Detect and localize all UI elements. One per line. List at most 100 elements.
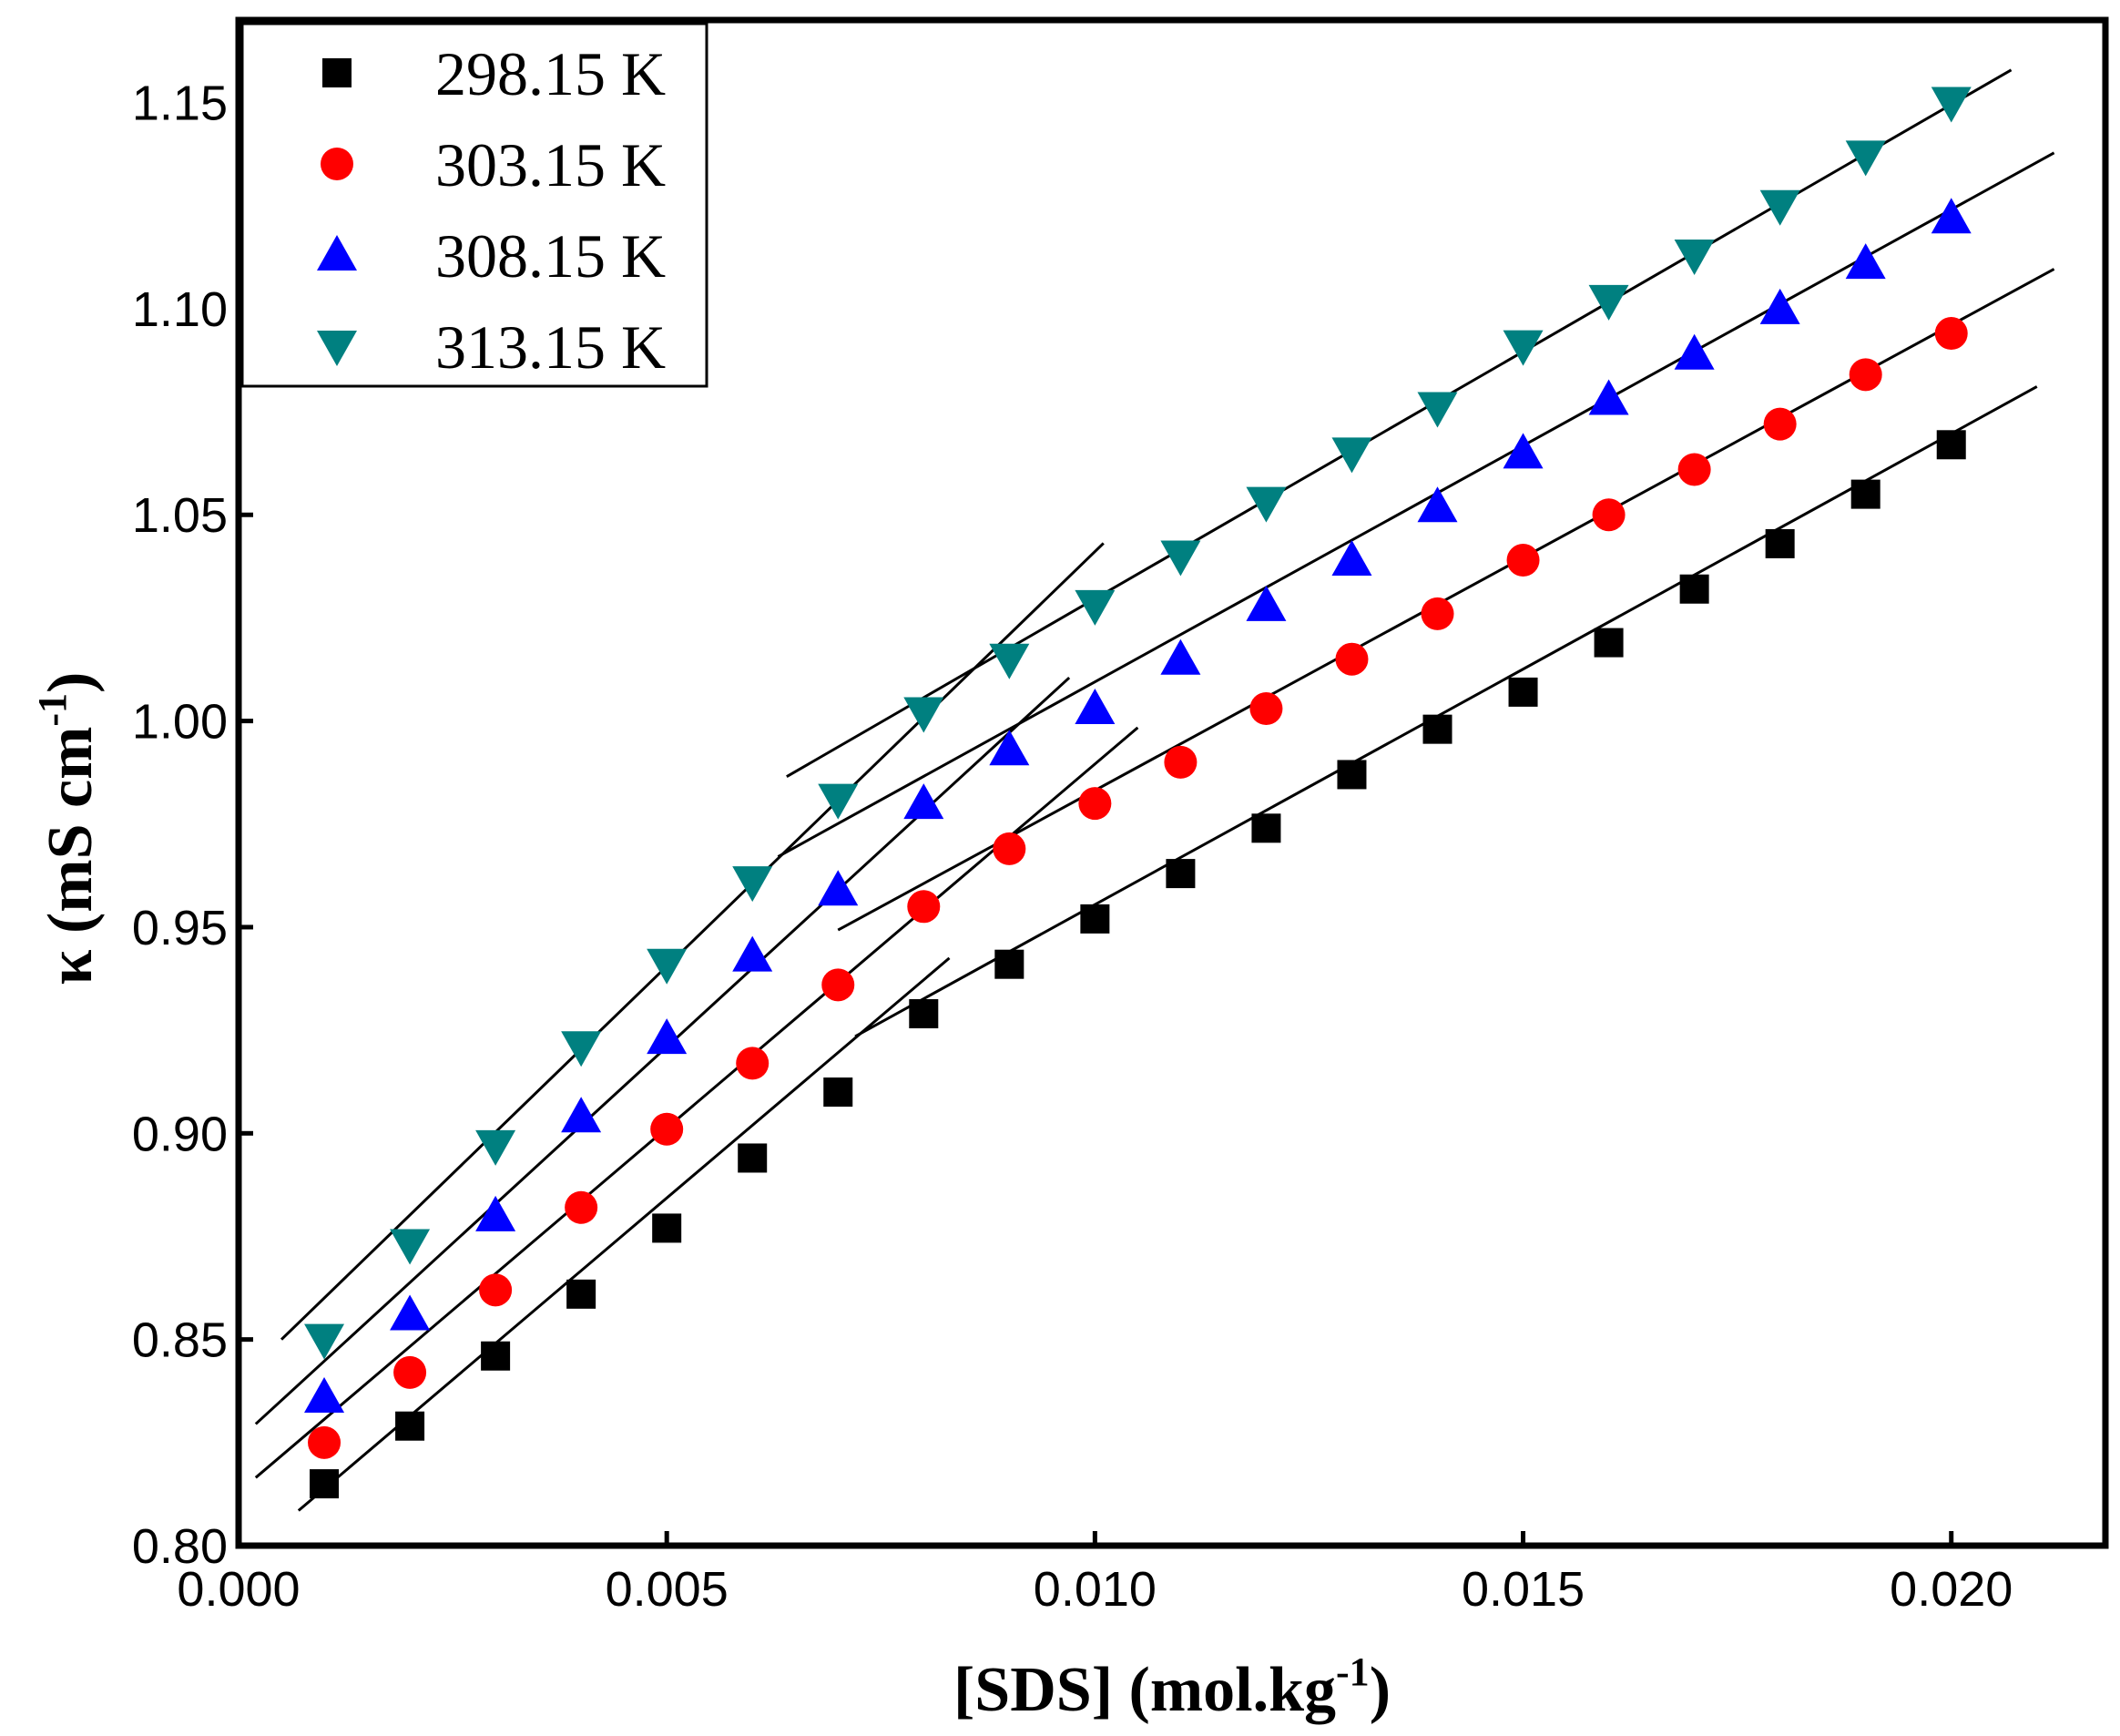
data-point-series-4 [1931, 87, 1972, 123]
data-point-series-2 [1677, 453, 1711, 486]
fit-line-series-4-1 [280, 542, 1105, 1341]
data-point-series-4 [732, 866, 773, 903]
y-axis-label: κ (mS cm-1) [30, 672, 106, 985]
data-point-series-1 [1594, 628, 1624, 658]
data-point-series-2 [565, 1190, 598, 1224]
x-tick-label: 0.000 [177, 1562, 300, 1617]
data-point-series-2 [1592, 498, 1626, 532]
data-point-series-3 [1417, 486, 1458, 523]
data-point-series-4 [390, 1229, 431, 1265]
data-point-series-4 [1588, 284, 1629, 321]
legend-marker-1 [322, 58, 352, 87]
data-point-series-4 [1160, 540, 1201, 577]
data-point-series-3 [732, 935, 773, 972]
y-tick-label: 1.05 [132, 488, 228, 543]
data-point-series-2 [1934, 317, 1968, 351]
data-point-series-4 [903, 697, 944, 733]
data-point-series-2 [308, 1425, 341, 1459]
data-point-series-3 [390, 1294, 431, 1331]
data-point-series-3 [1160, 638, 1201, 675]
legend-label-2: 303.15 K [435, 130, 666, 199]
data-series-1 [310, 430, 1966, 1499]
data-point-series-2 [1335, 642, 1369, 676]
data-point-series-2 [1421, 597, 1454, 630]
data-point-series-1 [652, 1213, 682, 1243]
data-point-series-1 [481, 1341, 511, 1371]
data-point-series-3 [1759, 288, 1800, 324]
legend-entry-3: 308.15 K [317, 221, 666, 291]
data-point-series-3 [1845, 243, 1886, 280]
data-point-series-3 [1674, 333, 1715, 370]
data-point-series-2 [1249, 692, 1283, 726]
data-point-series-1 [1251, 813, 1281, 843]
data-point-series-2 [1506, 544, 1540, 577]
legend-marker-4 [317, 331, 357, 366]
legend-entry-1: 298.15 K [322, 39, 666, 108]
data-point-series-2 [1078, 787, 1112, 821]
data-point-series-2 [1849, 358, 1882, 392]
data-point-series-2 [1164, 745, 1198, 779]
y-tick-label: 1.10 [132, 282, 228, 337]
data-point-series-3 [647, 1018, 688, 1055]
data-point-series-1 [1508, 677, 1538, 707]
data-point-series-1 [1850, 479, 1880, 509]
data-point-series-2 [393, 1355, 427, 1389]
data-point-series-3 [1588, 379, 1629, 415]
data-point-series-3 [1331, 540, 1372, 577]
legend [240, 22, 708, 388]
legend-label-3: 308.15 K [435, 221, 666, 291]
data-series-4 [304, 87, 1972, 1360]
x-tick-label: 0.020 [1890, 1562, 2013, 1617]
data-point-series-3 [989, 730, 1030, 766]
data-point-series-2 [821, 968, 855, 1002]
data-point-series-4 [561, 1031, 602, 1067]
y-tick-label: 0.85 [132, 1313, 228, 1368]
data-point-series-2 [479, 1273, 513, 1307]
data-point-series-3 [304, 1377, 345, 1414]
y-tick-label: 1.15 [132, 77, 228, 131]
data-point-series-4 [1845, 140, 1886, 177]
data-point-series-1 [1679, 574, 1709, 604]
data-point-series-1 [1080, 904, 1110, 934]
data-point-series-3 [475, 1195, 516, 1231]
data-point-series-3 [1075, 689, 1116, 725]
plot-frame [235, 16, 2109, 1549]
y-tick-label: 0.80 [132, 1519, 228, 1574]
data-point-series-2 [650, 1112, 684, 1146]
data-series-3 [304, 198, 1972, 1414]
x-tick-label: 0.015 [1462, 1562, 1585, 1617]
data-point-series-1 [1422, 714, 1452, 744]
data-series-2 [308, 317, 1968, 1459]
fit-line-series-2-1 [254, 726, 1139, 1479]
data-point-series-2 [736, 1047, 770, 1080]
data-point-series-4 [475, 1129, 516, 1166]
data-point-series-4 [647, 948, 688, 985]
data-point-series-4 [1503, 330, 1544, 366]
legend-entry-2: 303.15 K [321, 130, 666, 199]
data-point-series-4 [1075, 589, 1116, 626]
data-point-series-3 [561, 1097, 602, 1133]
data-point-series-1 [1936, 430, 1966, 460]
data-point-series-4 [304, 1323, 345, 1360]
data-point-series-1 [1166, 859, 1196, 889]
data-point-series-1 [310, 1469, 340, 1499]
data-point-series-1 [1337, 760, 1367, 790]
data-point-series-1 [1765, 528, 1795, 558]
data-point-series-3 [1503, 433, 1544, 469]
y-tick-label: 1.00 [132, 695, 228, 750]
data-point-series-1 [823, 1077, 853, 1108]
data-point-series-3 [1246, 585, 1287, 621]
x-tick-label: 0.005 [606, 1562, 729, 1617]
legend-marker-2 [321, 148, 353, 180]
fit-line-series-4-2 [786, 68, 2013, 779]
data-point-series-4 [1674, 240, 1715, 276]
legend-entry-4: 313.15 K [317, 312, 666, 382]
data-point-series-3 [818, 870, 859, 906]
data-point-series-2 [993, 832, 1026, 865]
data-point-series-4 [1331, 437, 1372, 474]
data-point-series-3 [1931, 198, 1972, 234]
data-point-series-1 [566, 1279, 596, 1309]
data-point-series-1 [994, 949, 1024, 979]
data-point-series-4 [989, 643, 1030, 679]
